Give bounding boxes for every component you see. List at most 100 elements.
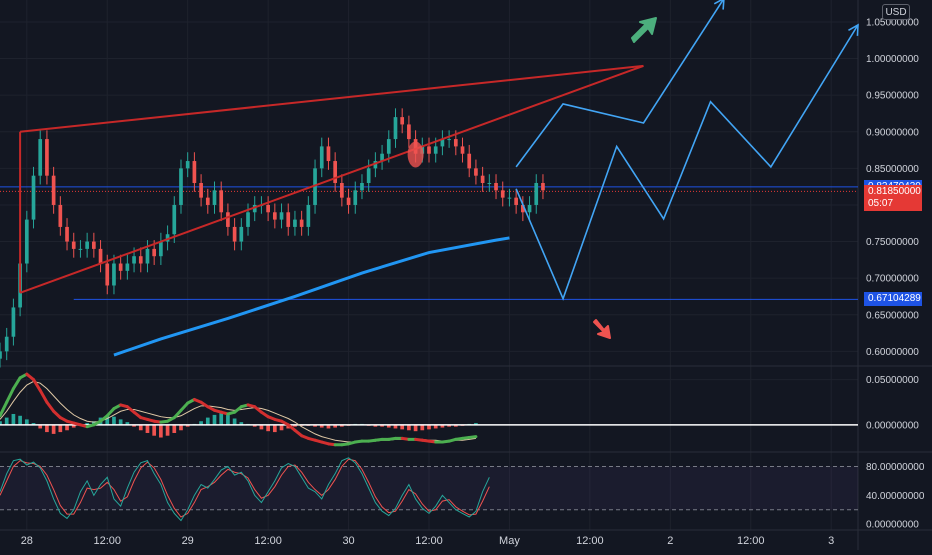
macd-histogram-bar <box>440 424 445 428</box>
candle-body <box>98 248 103 264</box>
candle-body <box>272 212 277 220</box>
price-tick-label: 0.70000000 <box>866 274 919 285</box>
bar-countdown: 05:07 <box>868 198 894 210</box>
candle-body <box>138 256 143 264</box>
macd-line-segment <box>11 376 22 391</box>
time-tick-label: 12:00 <box>737 535 765 547</box>
candle-body <box>105 263 110 286</box>
macd-histogram-bar <box>11 413 16 425</box>
candle-body <box>480 175 485 183</box>
macd-histogram-bar <box>333 424 337 428</box>
candle-body <box>487 183 492 184</box>
candle-body <box>145 248 150 264</box>
macd-line-segment <box>105 407 116 418</box>
stoch-band <box>0 466 858 510</box>
candle-body <box>453 139 458 147</box>
time-tick-label: 28 <box>21 535 33 547</box>
macd-histogram-bar <box>71 424 76 428</box>
candle-body <box>219 190 224 213</box>
macd-histogram-bar <box>272 424 277 433</box>
ema-line <box>113 236 510 357</box>
macd-histogram-bar <box>145 424 150 433</box>
candle-body <box>433 146 438 154</box>
macd-histogram-bar <box>340 424 344 427</box>
candle-body <box>125 263 130 271</box>
candle-body <box>172 204 177 235</box>
macd-histogram-bar <box>152 424 157 436</box>
candle-body <box>340 183 344 198</box>
macd-histogram-bar <box>239 422 244 425</box>
price-tick-label: 1.05000000 <box>866 17 919 28</box>
candle-body <box>514 197 518 205</box>
candle-body <box>199 183 203 198</box>
macd-histogram-bar <box>31 423 36 425</box>
macd-histogram-bar <box>400 424 405 430</box>
candle-body <box>326 146 331 162</box>
candle-body <box>152 248 157 257</box>
candle-body <box>286 212 291 227</box>
candle-body <box>447 139 451 141</box>
candle-body <box>474 168 478 176</box>
macd-histogram-bar <box>219 413 224 425</box>
candle-body <box>534 183 539 205</box>
candle-body <box>92 241 96 249</box>
candle-body <box>205 197 210 205</box>
price-tick-label: 0.90000000 <box>866 127 919 138</box>
stoch-tick-label: 80.00000000 <box>866 462 925 473</box>
macd-histogram-bar <box>380 424 384 427</box>
macd-histogram-bar <box>92 421 96 425</box>
time-tick-label: May <box>499 535 520 547</box>
macd-histogram-bar <box>393 424 398 429</box>
price-tick-label: 0.65000000 <box>866 310 919 321</box>
macd-histogram-bar <box>138 424 143 431</box>
candle-body <box>353 190 358 205</box>
bull-projection-path <box>515 0 724 168</box>
macd-histogram-bar <box>373 424 378 427</box>
macd-histogram-bar <box>279 424 284 431</box>
macd-line-segment <box>5 387 15 404</box>
candle-body <box>4 336 9 352</box>
macd-histogram-bar <box>179 424 183 431</box>
macd-histogram-bar <box>159 424 163 438</box>
bull-projection-path-arrowhead <box>713 0 725 10</box>
macd-line-segment <box>179 401 190 412</box>
macd-histogram-bar <box>58 424 63 433</box>
candle-body <box>192 161 197 183</box>
macd-histogram-bar <box>132 424 136 427</box>
macd-tick-label: 0.05000000 <box>866 375 919 386</box>
stoch-tick-label: 0.00000000 <box>866 520 919 531</box>
candle-body <box>541 183 545 191</box>
macd-histogram-bar <box>24 419 29 425</box>
candle-body <box>500 190 505 198</box>
currency-badge[interactable]: USD <box>882 4 910 20</box>
macd-histogram-bar <box>118 419 123 425</box>
candle-body <box>299 219 304 227</box>
price-tick-label: 0.95000000 <box>866 91 919 102</box>
candle-body <box>279 212 284 220</box>
last-price-value: 0.81850000 <box>868 186 921 198</box>
breakdown-marker <box>407 141 424 168</box>
macd-histogram-bar <box>427 424 431 430</box>
candle-body <box>226 212 230 227</box>
candle-body <box>373 161 378 169</box>
candle-body <box>232 226 237 242</box>
candle-body <box>427 146 431 154</box>
support-price-label: 0.67104289 <box>864 292 922 307</box>
candle-body <box>78 248 83 250</box>
candle-body <box>252 204 257 213</box>
candle-body <box>179 168 183 205</box>
candle-body <box>319 146 324 169</box>
macd-histogram-bar <box>433 424 438 429</box>
macd-histogram-bar <box>4 417 9 425</box>
candle-body <box>24 219 29 264</box>
stoch-k-line <box>0 457 490 522</box>
candle-body <box>11 307 16 337</box>
macd-line-segment <box>172 408 183 420</box>
candle-body <box>112 263 116 286</box>
time-tick-label: 3 <box>828 535 834 547</box>
candle-body <box>45 139 49 176</box>
macd-line-segment <box>52 409 62 420</box>
candle-body <box>407 124 411 140</box>
candle-body <box>246 212 250 227</box>
